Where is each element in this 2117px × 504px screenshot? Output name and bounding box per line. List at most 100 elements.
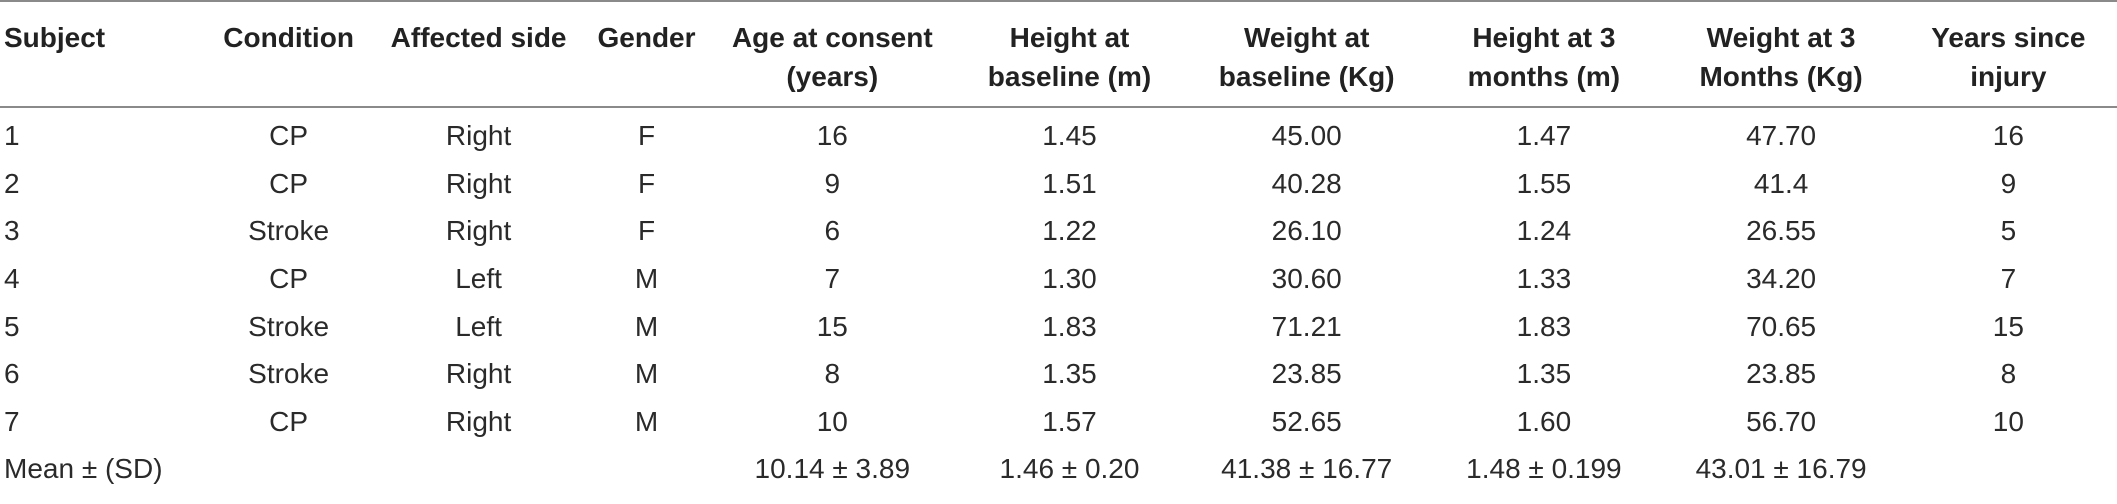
header-label: Condition xyxy=(223,22,354,53)
header-label-line2: injury xyxy=(1970,61,2047,92)
table-row: 2 CP Right F 9 1.51 40.28 1.55 41.4 9 xyxy=(0,160,2117,208)
header-label-line1: Weight at xyxy=(1243,22,1370,53)
summary-row: Mean ± (SD) 10.14 ± 3.89 1.46 ± 0.20 41.… xyxy=(0,445,2117,492)
cell-subject: 5 xyxy=(4,310,20,342)
cell-condition: CP xyxy=(269,120,309,152)
cell-years-since-injury: 8 xyxy=(2000,358,2017,390)
cell-weight-baseline: 52.65 xyxy=(1271,405,1342,437)
cell-height-baseline: 1.83 xyxy=(1042,310,1097,342)
cell-gender: M xyxy=(634,358,659,390)
table-header: Subject Condition Affected side Gender A… xyxy=(0,1,2117,107)
cell-subject: 1 xyxy=(4,120,20,152)
cell-subject: 7 xyxy=(4,405,20,437)
cell-summary-age-at-consent: 10.14 ± 3.89 xyxy=(754,453,911,485)
cell-weight-baseline: 71.21 xyxy=(1271,310,1342,342)
cell-weight-baseline: 40.28 xyxy=(1271,167,1342,199)
header-label-line1: Height at xyxy=(1009,22,1130,53)
cell-age-at-consent: 9 xyxy=(824,167,841,199)
header-label: Affected side xyxy=(390,22,567,53)
column-header-height-baseline: Height at baseline (m) xyxy=(951,1,1188,107)
column-header-weight-baseline: Weight at baseline (Kg) xyxy=(1188,1,1425,107)
cell-weight-3-months: 34.20 xyxy=(1746,263,1817,295)
header-label-line1: Years since xyxy=(1931,22,2086,53)
column-header-subject: Subject xyxy=(0,1,199,107)
cell-height-3-months: 1.60 xyxy=(1516,405,1572,437)
cell-affected-side: Right xyxy=(445,215,512,247)
cell-summary-affected-side xyxy=(378,445,580,492)
header-label-line2: (years) xyxy=(786,61,879,92)
header-row: Subject Condition Affected side Gender A… xyxy=(0,1,2117,107)
cell-summary-height-baseline: 1.46 ± 0.20 xyxy=(999,453,1140,485)
cell-weight-3-months: 23.85 xyxy=(1746,358,1817,390)
cell-weight-baseline: 45.00 xyxy=(1271,120,1342,152)
cell-summary-years-since-injury xyxy=(1900,445,2117,492)
cell-height-baseline: 1.35 xyxy=(1042,358,1097,390)
cell-affected-side: Right xyxy=(445,120,512,152)
cell-summary-label: Mean ± (SD) xyxy=(4,453,163,485)
column-header-weight-3-months: Weight at 3 Months (Kg) xyxy=(1663,1,1900,107)
cell-condition: Stroke xyxy=(248,215,330,247)
cell-gender: F xyxy=(637,120,656,152)
cell-gender: F xyxy=(637,215,656,247)
cell-height-3-months: 1.47 xyxy=(1516,120,1572,152)
cell-height-3-months: 1.55 xyxy=(1516,167,1572,199)
cell-gender: M xyxy=(634,310,659,342)
cell-condition: CP xyxy=(269,405,309,437)
header-label: Subject xyxy=(4,22,106,53)
cell-years-since-injury: 9 xyxy=(2000,167,2017,199)
table-row: 6 Stroke Right M 8 1.35 23.85 1.35 23.85… xyxy=(0,350,2117,398)
cell-years-since-injury: 15 xyxy=(1992,310,2024,342)
cell-condition: Stroke xyxy=(248,358,330,390)
cell-years-since-injury: 16 xyxy=(1992,120,2024,152)
cell-years-since-injury: 10 xyxy=(1992,405,2024,437)
cell-affected-side: Right xyxy=(445,405,512,437)
table-row: 5 Stroke Left M 15 1.83 71.21 1.83 70.65… xyxy=(0,302,2117,350)
cell-height-baseline: 1.57 xyxy=(1042,405,1097,437)
subject-characteristics-table: Subject Condition Affected side Gender A… xyxy=(0,1,2117,492)
cell-subject: 4 xyxy=(4,263,20,295)
cell-weight-baseline: 30.60 xyxy=(1271,263,1342,295)
header-label-line2: Months (Kg) xyxy=(1699,61,1863,92)
header-label-line1: Weight at 3 xyxy=(1706,22,1856,53)
cell-height-baseline: 1.30 xyxy=(1042,263,1097,295)
cell-height-baseline: 1.22 xyxy=(1042,215,1097,247)
cell-years-since-injury: 7 xyxy=(2000,263,2017,295)
cell-subject: 6 xyxy=(4,358,20,390)
header-label-line2: months (m) xyxy=(1467,61,1621,92)
cell-age-at-consent: 7 xyxy=(824,263,841,295)
column-header-condition: Condition xyxy=(199,1,377,107)
cell-weight-3-months: 70.65 xyxy=(1746,310,1817,342)
cell-height-3-months: 1.33 xyxy=(1516,263,1572,295)
table-row: 3 Stroke Right F 6 1.22 26.10 1.24 26.55… xyxy=(0,207,2117,255)
column-header-years-since-injury: Years since injury xyxy=(1900,1,2117,107)
cell-age-at-consent: 6 xyxy=(824,215,841,247)
table-row: 7 CP Right M 10 1.57 52.65 1.60 56.70 10 xyxy=(0,398,2117,446)
header-label-line1: Height at 3 xyxy=(1472,22,1616,53)
table-row: 1 CP Right F 16 1.45 45.00 1.47 47.70 16 xyxy=(0,107,2117,160)
cell-weight-3-months: 47.70 xyxy=(1746,120,1817,152)
column-header-affected-side: Affected side xyxy=(378,1,580,107)
cell-condition: CP xyxy=(269,263,309,295)
cell-height-baseline: 1.51 xyxy=(1042,167,1097,199)
cell-gender: M xyxy=(634,405,659,437)
cell-weight-3-months: 56.70 xyxy=(1746,405,1817,437)
cell-affected-side: Left xyxy=(455,310,502,342)
cell-summary-weight-baseline: 41.38 ± 16.77 xyxy=(1221,453,1393,485)
cell-years-since-injury: 5 xyxy=(2000,215,2017,247)
cell-age-at-consent: 8 xyxy=(824,358,841,390)
cell-weight-baseline: 23.85 xyxy=(1271,358,1342,390)
cell-affected-side: Right xyxy=(445,358,512,390)
cell-gender: M xyxy=(634,263,659,295)
cell-condition: Stroke xyxy=(248,310,330,342)
cell-condition: CP xyxy=(269,167,309,199)
cell-age-at-consent: 10 xyxy=(816,405,848,437)
cell-subject: 3 xyxy=(4,215,20,247)
column-header-age-at-consent: Age at consent (years) xyxy=(714,1,951,107)
cell-summary-condition xyxy=(199,445,377,492)
cell-affected-side: Right xyxy=(445,167,512,199)
cell-affected-side: Left xyxy=(455,263,502,295)
cell-height-3-months: 1.83 xyxy=(1516,310,1572,342)
cell-height-baseline: 1.45 xyxy=(1042,120,1097,152)
column-header-height-3-months: Height at 3 months (m) xyxy=(1425,1,1662,107)
